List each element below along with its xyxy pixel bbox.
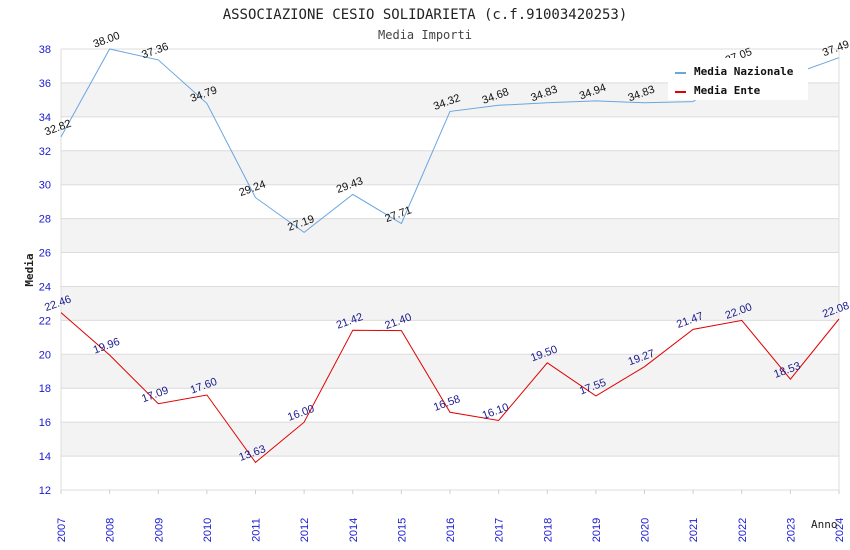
y-tick-label: 14 [39, 451, 51, 463]
grid-lines [60, 48, 840, 491]
y-tick-label: 26 [39, 248, 51, 260]
grid-band [61, 218, 839, 253]
y-tick-label: 36 [39, 78, 51, 90]
x-tick-label: 2016 [445, 518, 457, 542]
data-label: 38.00 [92, 30, 122, 51]
x-tick-label: 2011 [251, 518, 263, 542]
y-tick-label: 30 [39, 180, 51, 192]
legend-background [668, 58, 808, 100]
x-axis-ticks: 2007 2008 2009 2010 2011 2012 2014 2015 2016 2017… [56, 490, 846, 542]
chart-title: ASSOCIAZIONE CESIO SOLIDARIETA (c.f.9100… [223, 7, 628, 23]
y-tick-label: 24 [39, 281, 51, 293]
x-tick-label: 2012 [299, 518, 311, 542]
x-axis-label: Anno [811, 518, 838, 531]
x-tick-label: 2015 [396, 518, 408, 542]
y-axis-ticks: 12 14 16 18 20 22 24 26 28 30 32 34 36 38 [39, 44, 51, 497]
y-axis-label: Media [23, 253, 36, 286]
x-tick-label: 2022 [737, 518, 749, 542]
legend-label-media-nazionale: Media Nazionale [694, 65, 794, 78]
data-label: 37.49 [821, 38, 850, 59]
chart-subtitle: Media Importi [378, 28, 472, 42]
x-tick-label: 2018 [542, 518, 554, 542]
grid-band [61, 286, 839, 321]
x-tick-label: 2024 [834, 518, 846, 542]
data-label: 16.00 [286, 403, 316, 424]
grid-band [61, 354, 839, 389]
x-tick-label: 2020 [640, 518, 652, 542]
data-label: 37.36 [140, 41, 170, 62]
x-tick-label: 2008 [105, 518, 117, 542]
grid-band [61, 422, 839, 457]
legend: Media Nazionale Media Ente [668, 58, 808, 100]
data-label: 19.96 [92, 336, 122, 357]
x-tick-label: 2019 [591, 518, 603, 542]
y-tick-label: 12 [39, 485, 51, 497]
y-tick-label: 16 [39, 417, 51, 429]
legend-label-media-ente: Media Ente [694, 84, 761, 97]
x-tick-label: 2010 [202, 518, 214, 542]
y-tick-label: 18 [39, 383, 51, 395]
x-tick-label: 2021 [688, 518, 700, 542]
x-tick-label: 2023 [785, 518, 797, 542]
data-label: 16.58 [432, 393, 462, 414]
y-tick-label: 32 [39, 146, 51, 158]
x-tick-label: 2007 [56, 518, 68, 542]
y-tick-label: 22 [39, 315, 51, 327]
y-tick-label: 34 [39, 112, 51, 124]
y-tick-label: 28 [39, 214, 51, 226]
y-tick-label: 38 [39, 44, 51, 56]
x-tick-label: 2014 [348, 518, 360, 542]
grid-band [61, 150, 839, 185]
data-label: 16.10 [481, 401, 511, 422]
series-line-media-ente [60, 312, 840, 464]
y-tick-label: 20 [39, 349, 51, 361]
x-tick-label: 2017 [494, 518, 506, 542]
x-tick-label: 2009 [153, 518, 165, 542]
